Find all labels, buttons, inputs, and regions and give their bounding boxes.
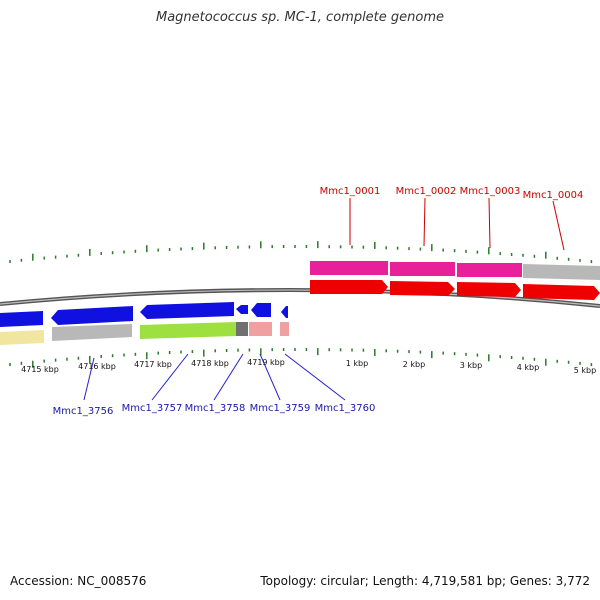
minus-strand-genes [0, 302, 288, 327]
gene-arrow-3758[interactable] [140, 302, 234, 319]
plus-strand-genes [310, 280, 600, 300]
plus-strand-cds [310, 261, 600, 280]
callout-lines [83, 197, 565, 401]
gene-label-3756[interactable]: Mmc1_3756 [53, 406, 114, 417]
gene-label-0001[interactable]: Mmc1_0001 [320, 186, 381, 197]
scale-label: 3 kbp [460, 361, 482, 370]
cds-3760 [280, 322, 289, 336]
callout-line-3756 [83, 357, 95, 401]
scale-label: 4719 kbp [247, 358, 285, 367]
scale-label: 4718 kbp [191, 359, 229, 368]
gene-label-0004[interactable]: Mmc1_0004 [523, 190, 584, 201]
gene-arrow-3757[interactable] [51, 306, 133, 325]
callout-line-3760 [284, 353, 346, 401]
gene-label-3759[interactable]: Mmc1_3759 [250, 403, 311, 414]
callout-line-3759 [259, 353, 281, 401]
accession-text: Accession: NC_008576 [10, 574, 147, 588]
cds-3757 [52, 324, 132, 341]
scale-label: 1 kbp [346, 359, 368, 368]
scale-labels: 4715 kbp 4716 kbp 4717 kbp 4718 kbp 4719… [21, 358, 596, 375]
callout-line-0004 [552, 200, 565, 251]
scale-label: 2 kbp [403, 360, 425, 369]
scale-label: 4716 kbp [78, 362, 116, 371]
cds-0002 [390, 262, 455, 276]
genome-backbone-highlight [0, 289, 600, 307]
minus-strand-cds [0, 322, 289, 345]
gene-arrow-3756[interactable] [0, 311, 43, 327]
scale-label: 4715 kbp [21, 365, 59, 374]
map-title: Magnetococcus sp. MC-1, complete genome [155, 10, 445, 25]
tick-marks [9, 241, 593, 368]
gene-arrow-3760[interactable] [251, 303, 271, 317]
gene-arrow-0004[interactable] [523, 284, 600, 300]
scale-label: 5 kbp [574, 366, 596, 375]
scale-label: 4 kbp [517, 363, 539, 372]
gene-label-0003[interactable]: Mmc1_0003 [460, 186, 521, 197]
cds-3758b [236, 322, 248, 336]
genome-summary-text: Topology: circular; Length: 4,719,581 bp… [260, 574, 590, 588]
gene-label-0002[interactable]: Mmc1_0002 [396, 186, 457, 197]
minus-gene-labels: Mmc1_3756 Mmc1_3757 Mmc1_3758 Mmc1_3759 … [53, 403, 376, 417]
callout-line-0003 [488, 197, 491, 249]
gene-arrow-3761[interactable] [281, 306, 288, 318]
cds-3758 [140, 322, 236, 339]
gene-arrow-0003[interactable] [457, 282, 521, 297]
plus-gene-labels: Mmc1_0001 Mmc1_0002 Mmc1_0003 Mmc1_0004 [320, 186, 584, 201]
callout-line-3757 [151, 353, 189, 401]
gene-label-3757[interactable]: Mmc1_3757 [122, 403, 183, 414]
cds-3759 [249, 322, 272, 336]
gene-label-3760[interactable]: Mmc1_3760 [315, 403, 376, 414]
gene-label-3758[interactable]: Mmc1_3758 [185, 403, 246, 414]
cds-0003 [457, 263, 522, 277]
gene-arrow-3759[interactable] [236, 305, 248, 314]
cds-0001 [310, 261, 388, 275]
callout-line-0002 [423, 197, 426, 247]
cds-0004 [523, 264, 600, 280]
gene-arrow-0002[interactable] [390, 281, 455, 296]
cds-3756 [0, 330, 44, 345]
scale-label: 4717 kbp [134, 360, 172, 369]
callout-line-3758 [213, 353, 244, 401]
gene-arrow-0001[interactable] [310, 280, 388, 294]
